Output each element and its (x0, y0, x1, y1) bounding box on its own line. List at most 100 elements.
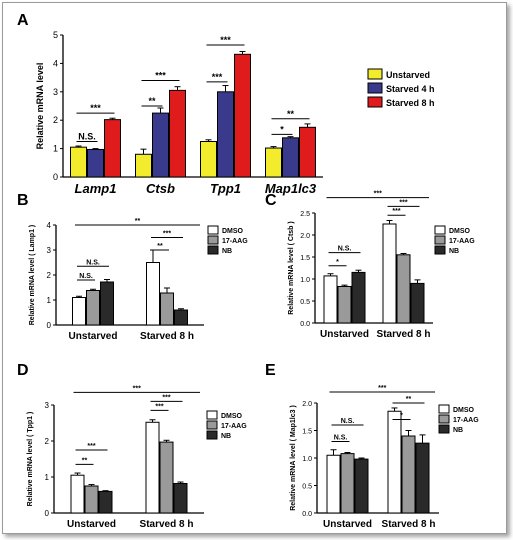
significance-label: *** (378, 385, 386, 392)
y-tick-label: 0 (45, 509, 50, 518)
bar (401, 435, 416, 514)
significance-label: N.S. (334, 435, 348, 442)
legend-label: Unstarved (386, 70, 430, 80)
y-tick-label: 3 (53, 87, 58, 97)
significance-label: N.S. (78, 132, 96, 142)
bar (160, 292, 174, 326)
bar (159, 441, 174, 514)
bar (396, 254, 411, 324)
y-tick-label: 2 (53, 115, 58, 125)
significance-label: *** (133, 385, 141, 392)
category-label: Lamp1 (75, 181, 117, 196)
y-tick-label: 5 (53, 30, 58, 40)
y-tick-label: 0.0 (302, 511, 312, 518)
bar (135, 153, 152, 178)
panel-letter: A (17, 12, 29, 29)
panel-letter: D (17, 362, 29, 379)
bar (200, 141, 217, 178)
y-axis-label: Relative mRNA level ( Tpp1 ) (27, 412, 34, 507)
panel-letter: B (17, 192, 29, 209)
bar (382, 223, 397, 324)
legend-swatch (438, 414, 450, 424)
significance-label: *** (212, 72, 223, 82)
significance-label: *** (220, 35, 231, 45)
y-axis-label: Relative mRNA level (35, 63, 45, 150)
chart-panel-c: C 0.0 0.5 1.0 1.5 2.0 2.5 Relative mRNA level (… (265, 191, 475, 340)
y-tick-label: 2.0 (300, 233, 310, 240)
y-tick-label: 1.5 (300, 255, 310, 262)
y-tick-label: 0 (53, 172, 58, 182)
y-tick-label: 1 (47, 296, 52, 305)
bar (169, 89, 186, 178)
bar (86, 290, 100, 326)
legend-label: 17-AAG (221, 423, 247, 430)
chart-panel-b: B 0 1 2 3 4 Relative mRNA level ( Lamp1 ) Unsta… (17, 192, 248, 342)
chart-panel-e: E 0.0 0.5 1.0 1.5 2.0 Relative mRNA level ( Ma… (265, 362, 479, 530)
significance-label: *** (392, 208, 400, 215)
legend-label: 17-AAG (453, 417, 479, 424)
bar (70, 146, 87, 178)
legend-swatch (206, 420, 218, 430)
bar (415, 442, 430, 514)
legend-swatch (207, 235, 219, 245)
significance-label: *** (399, 199, 407, 206)
category-label: Unstarved (69, 331, 118, 342)
bar (98, 490, 113, 514)
category-label: Starved 8 h (382, 519, 436, 530)
legend-label: NB (222, 248, 232, 255)
bar (174, 309, 188, 326)
y-tick-label: 4 (53, 58, 58, 68)
significance-label: * (400, 413, 403, 420)
significance-label: N.S. (86, 259, 100, 266)
y-tick-label: 1.5 (302, 429, 312, 436)
legend-swatch (434, 235, 446, 245)
significance-label: *** (163, 231, 171, 238)
panel-letter: E (265, 362, 276, 379)
chart-panel-d: D 0 1 2 3 Relative mRNA level ( Tpp1 ) Unstarv… (17, 362, 247, 530)
y-tick-label: 2 (45, 437, 50, 446)
legend-label: DMSO (221, 413, 243, 420)
significance-label: N.S. (341, 418, 355, 425)
bar (72, 297, 86, 326)
legend-swatch (438, 424, 450, 434)
bar (265, 147, 282, 178)
bar (323, 275, 338, 324)
significance-label: N.S. (338, 246, 352, 253)
y-axis-label: Relative mRNA level ( Ctsb ) (288, 221, 295, 315)
chart-panel-a: A 0 1 2 3 4 5 Relative mRNA level Lamp1 Ctsb Tpp1 M… (17, 12, 435, 196)
y-tick-label: 1.0 (302, 456, 312, 463)
legend-label: 17-AAG (222, 238, 248, 245)
significance-label: *** (90, 103, 101, 113)
legend-swatch (206, 410, 218, 420)
category-label: Unstarved (320, 329, 369, 340)
legend-swatch (438, 404, 450, 414)
significance-label: * (280, 124, 284, 134)
bar (104, 119, 121, 178)
y-tick-label: 0.0 (300, 321, 310, 328)
category-label: Tpp1 (210, 181, 241, 196)
legend-label: Starved 8 h (386, 98, 435, 108)
legend-swatch (434, 225, 446, 235)
significance-label: ** (287, 109, 295, 119)
bar (282, 137, 299, 178)
y-tick-label: 0.5 (302, 484, 312, 491)
y-tick-label: 4 (47, 221, 52, 230)
y-tick-label: 1.0 (300, 277, 310, 284)
y-tick-label: 3 (45, 401, 50, 410)
bar (100, 281, 114, 326)
category-label: Unstarved (323, 519, 372, 530)
category-label: Starved 8 h (140, 519, 194, 530)
bar (70, 474, 85, 514)
bar (217, 91, 234, 178)
category-label: Ctsb (146, 181, 175, 196)
legend-swatch (206, 430, 218, 440)
bar (173, 482, 188, 514)
legend-swatch (367, 68, 383, 80)
legend-swatch (367, 96, 383, 108)
bar (354, 458, 369, 514)
legend-label: 17-AAG (449, 238, 475, 245)
y-tick-label: 1 (45, 473, 50, 482)
y-tick-label: 0 (47, 321, 52, 330)
significance-label: N.S. (79, 273, 93, 280)
y-tick-label: 0.5 (300, 299, 310, 306)
